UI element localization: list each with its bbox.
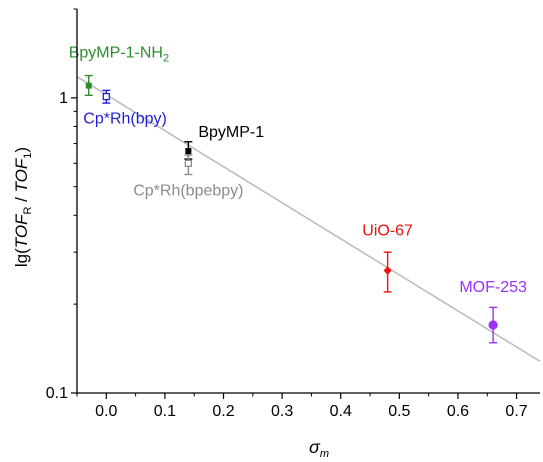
y-axis-title-den: TOF: [12, 157, 31, 192]
x-tick-label: 0.5: [388, 403, 410, 420]
point-marker: [185, 148, 192, 155]
y-axis-title-sep: /: [12, 192, 31, 206]
point-label: MOF-253: [459, 279, 527, 296]
point-label-main: Cp*Rh(bpebpy): [133, 182, 243, 199]
x-axis-title-sub: m: [320, 448, 329, 460]
y-axis-title-suffix: ): [12, 147, 31, 153]
point-label: BpyMP-1: [198, 124, 264, 141]
y-axis-title: lg(TOFR / TOF1): [12, 147, 34, 267]
data-point: MOF-253: [459, 279, 527, 344]
x-tick-label: 0.7: [505, 403, 527, 420]
data-point: Cp*Rh(bpy): [83, 89, 167, 128]
point-marker: [102, 92, 110, 101]
point-marker: [184, 159, 193, 167]
x-axis-title: σm: [309, 437, 329, 460]
y-axis-title-num: TOF: [12, 213, 31, 248]
axes-layer: 0.0 0.1 0.2 0.3 0.4 0.5 0.6 0.7 0.1 1: [46, 8, 540, 420]
x-tick-label: 0.3: [271, 403, 293, 420]
point-label: BpyMP-1-NH2: [69, 45, 169, 65]
point-label-main: UiO-67: [362, 223, 413, 240]
point-label-main: BpyMP-1: [198, 124, 264, 141]
point-marker: [85, 82, 92, 89]
x-tick-label: 0.1: [154, 403, 176, 420]
fit-layer: [76, 75, 541, 363]
point-label-main: BpyMP-1-NH: [69, 45, 163, 62]
point-label: Cp*Rh(bpy): [83, 111, 167, 128]
x-tick-label: 0.2: [212, 403, 234, 420]
point-label-main: MOF-253: [459, 279, 527, 296]
point-marker: [488, 320, 498, 330]
point-label: UiO-67: [362, 223, 413, 240]
data-point: BpyMP-1-NH2: [69, 45, 169, 97]
fit-line: [76, 75, 541, 363]
data-point: BpyMP-1: [184, 124, 264, 160]
y-tick-label: 1: [59, 90, 68, 107]
data-point: UiO-67: [362, 223, 413, 293]
x-tick-label: 0.0: [95, 403, 117, 420]
points-layer: BpyMP-1-NH2 Cp*Rh(bpy) BpyMP-1 Cp*Rh(bpebpy…: [69, 45, 527, 344]
point-marker: [383, 266, 392, 276]
y-axis-title-prefix: lg(: [12, 248, 31, 267]
x-tick-label: 0.6: [447, 403, 469, 420]
data-point: Cp*Rh(bpebpy): [133, 154, 243, 199]
x-axis-title-main: σ: [309, 437, 321, 457]
x-tick-label: 0.4: [330, 403, 352, 420]
y-axis-title-den-sub: 1: [22, 153, 34, 159]
point-label-main: Cp*Rh(bpy): [83, 111, 167, 128]
y-tick-label: 0.1: [46, 385, 68, 402]
y-axis-title-num-sub: R: [22, 207, 34, 215]
point-label-subscript: 2: [163, 53, 169, 65]
point-label: Cp*Rh(bpebpy): [133, 182, 243, 199]
